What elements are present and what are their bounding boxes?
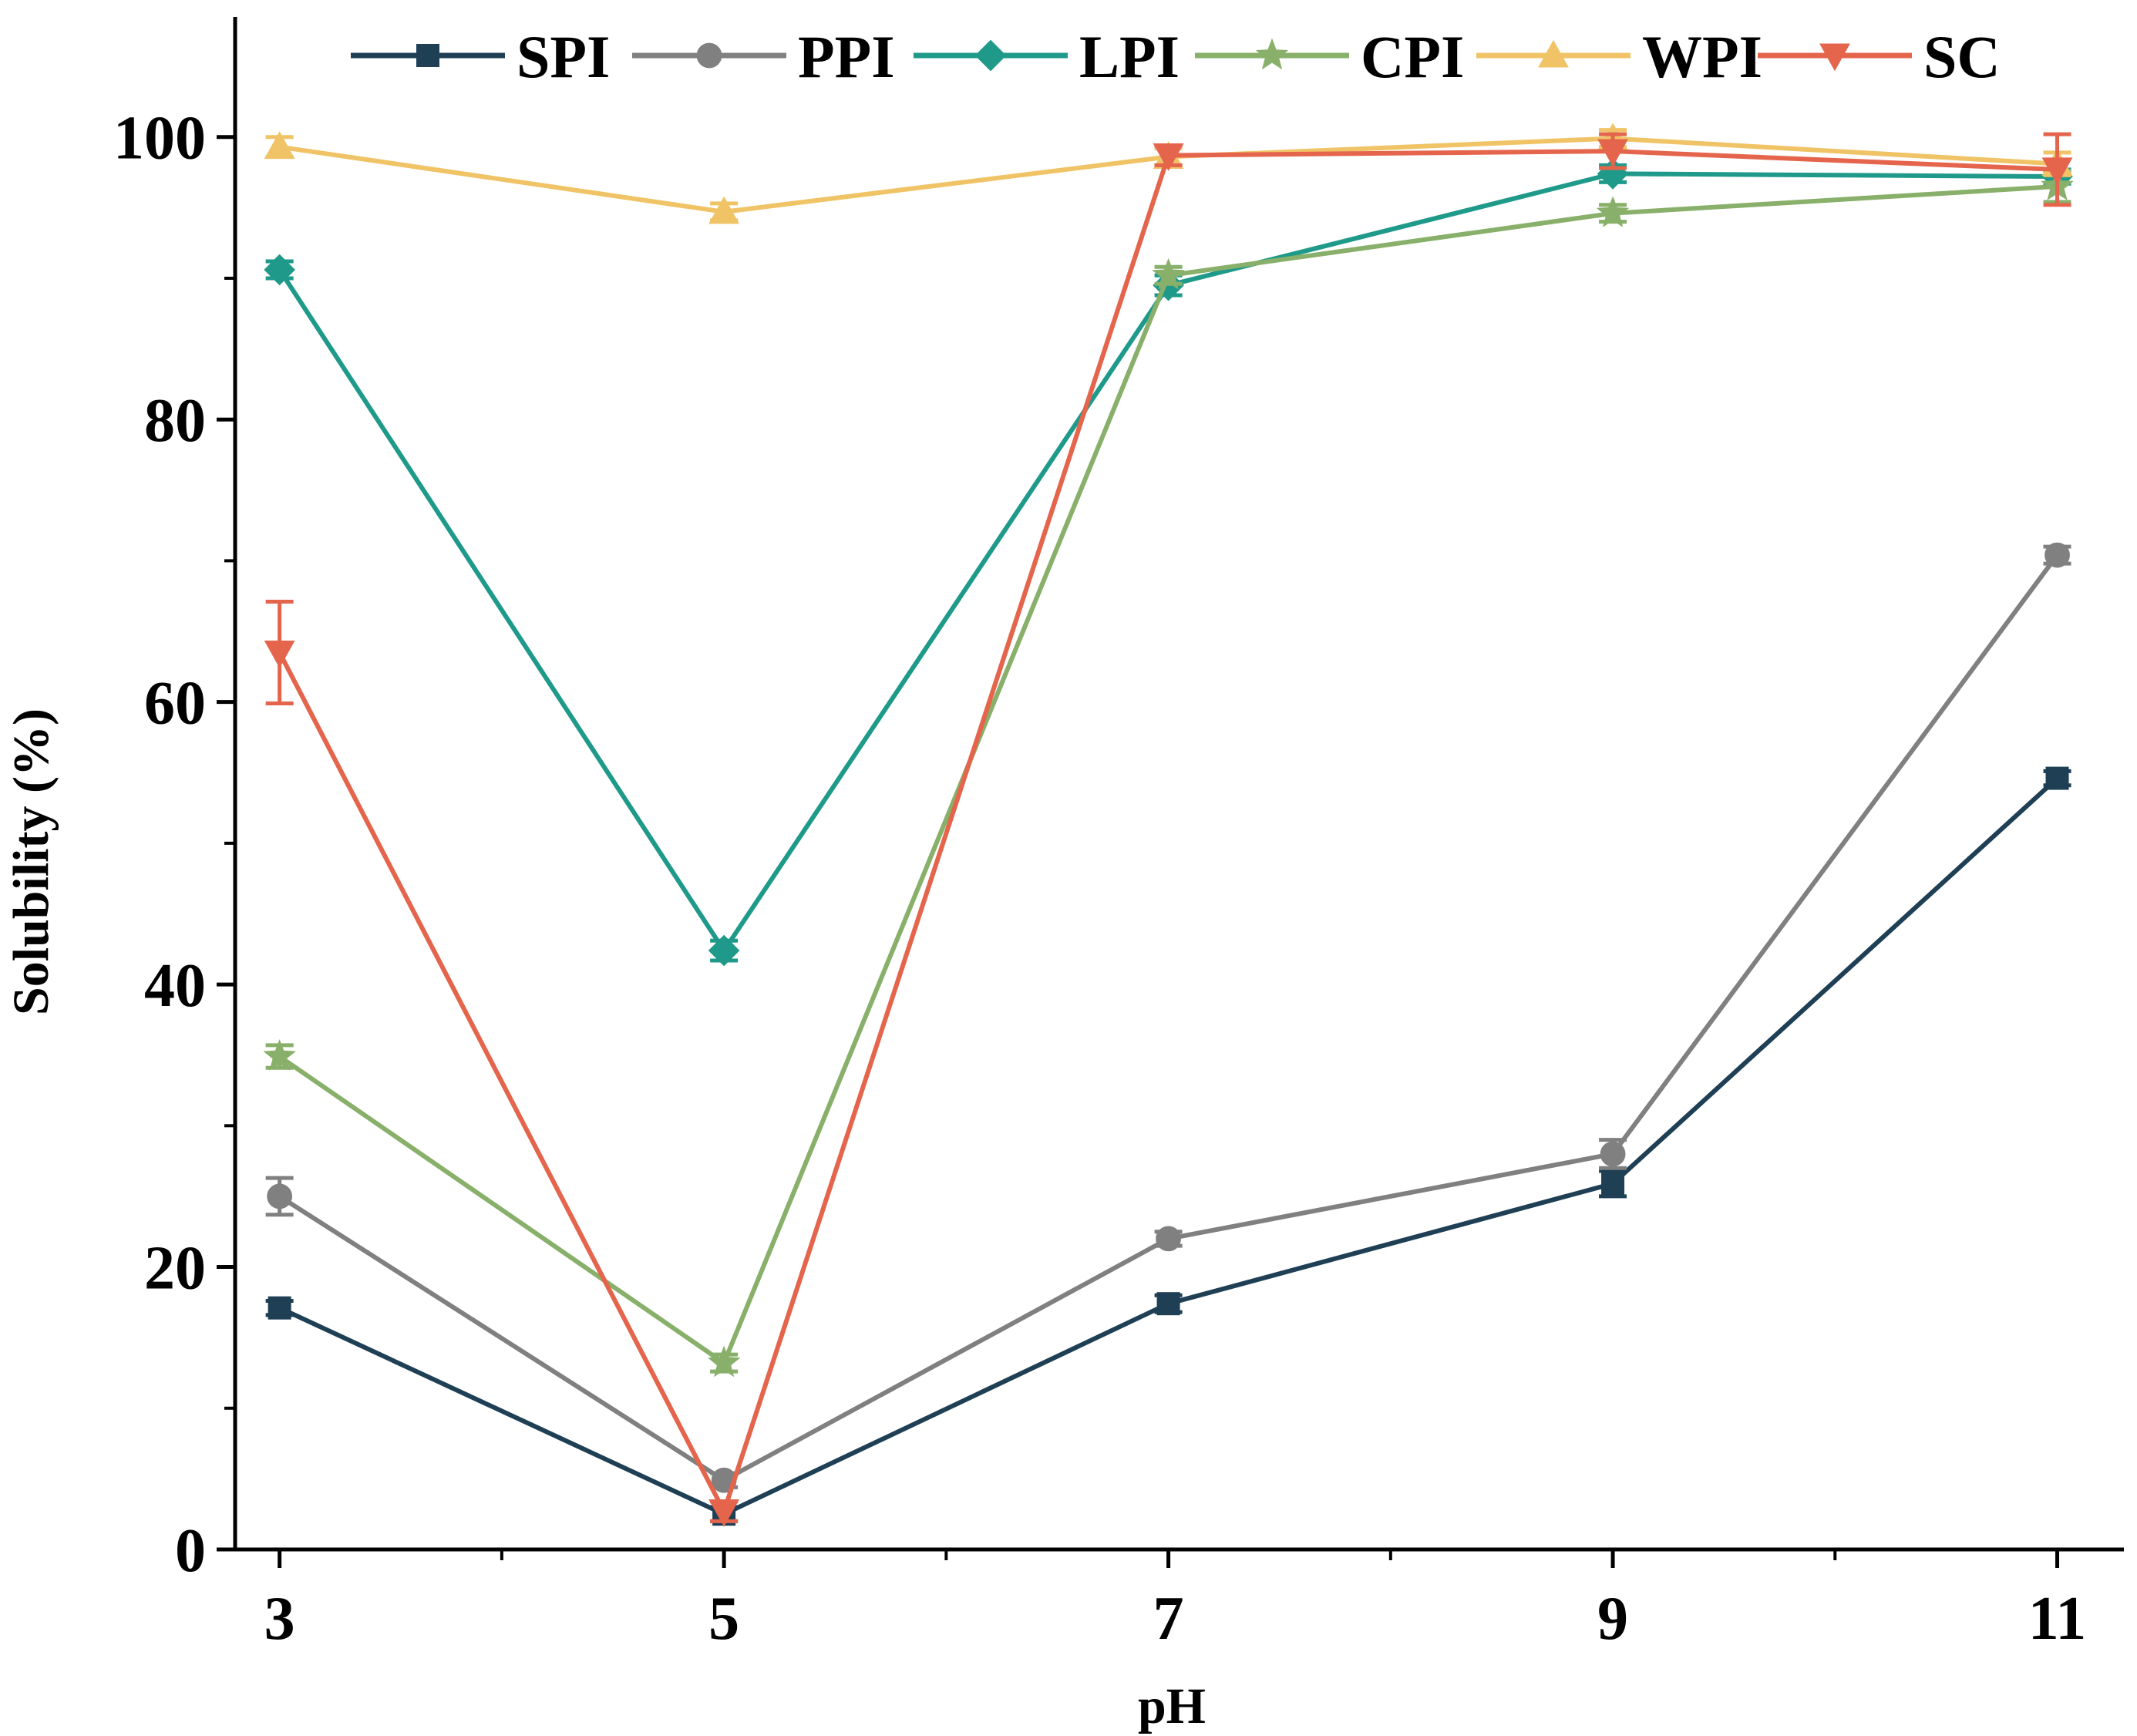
legend-label-sc: SC: [1923, 23, 2001, 90]
data-point-wpi: [264, 131, 295, 160]
data-point-sc: [1597, 139, 1628, 167]
legend: SPI PPI LPI CPI WPI SC: [351, 23, 2001, 90]
data-point-sc: [2041, 157, 2073, 186]
legend-item-cpi: CPI: [1195, 23, 1464, 90]
y-tick-label: 20: [144, 1235, 206, 1303]
legend-label-wpi: WPI: [1642, 23, 1762, 90]
data-point-ppi: [1156, 1226, 1181, 1252]
data-point-cpi: [1152, 257, 1185, 290]
x-tick-label: 7: [1153, 1585, 1184, 1653]
x-tick-label: 5: [708, 1585, 739, 1653]
y-tick-label: 60: [144, 670, 206, 738]
data-point-cpi: [1596, 196, 1630, 227]
data-point-lpi: [708, 934, 740, 967]
x-axis-title: pH: [1138, 1678, 1206, 1734]
legend-item-ppi: PPI: [632, 23, 895, 90]
data-point-lpi: [264, 254, 295, 286]
y-tick-label: 100: [113, 105, 206, 173]
series-line-cpi: [278, 183, 2058, 1366]
x-tick-label: 3: [264, 1585, 295, 1653]
series-sc: [264, 132, 2073, 1527]
legend-marker-lpi: [974, 39, 1007, 72]
data-point-sc: [1153, 143, 1184, 171]
series-layer: [263, 123, 2074, 1527]
y-tick-label: 80: [144, 387, 206, 455]
legend-item-lpi: LPI: [914, 23, 1180, 90]
legend-label-lpi: LPI: [1079, 23, 1180, 90]
data-point-ppi: [2044, 542, 2070, 568]
legend-marker-ppi: [696, 42, 722, 69]
x-tick-label: 11: [2028, 1585, 2087, 1653]
data-point-spi: [1601, 1172, 1625, 1196]
y-tick-label: 40: [144, 952, 206, 1020]
data-point-cpi: [707, 1345, 741, 1378]
data-point-ppi: [1600, 1141, 1626, 1167]
legend-label-spi: SPI: [517, 23, 610, 90]
series-cpi: [263, 169, 2074, 1378]
data-point-wpi: [708, 196, 740, 224]
legend-item-spi: SPI: [351, 23, 610, 90]
legend-label-ppi: PPI: [798, 23, 895, 90]
series-spi: [265, 766, 2071, 1526]
legend-marker-spi: [416, 44, 439, 67]
legend-label-cpi: CPI: [1361, 23, 1464, 90]
y-axis-title: Solubility (%): [3, 708, 59, 1015]
data-point-sc: [264, 640, 295, 668]
data-point-sc: [708, 1499, 740, 1527]
data-point-cpi: [263, 1039, 296, 1071]
data-point-ppi: [267, 1183, 293, 1209]
legend-marker-cpi: [1255, 38, 1289, 70]
y-tick-label: 0: [175, 1517, 206, 1585]
series-ppi: [265, 542, 2071, 1493]
axes: 0 20 40 60 80 100 3 5 7 9 11: [113, 17, 2124, 1653]
data-point-spi: [268, 1296, 291, 1320]
data-point-spi: [2045, 766, 2069, 790]
series-line-spi: [278, 776, 2059, 1517]
data-point-spi: [1156, 1292, 1180, 1316]
series-line-ppi: [278, 553, 2059, 1483]
x-tick-label: 9: [1597, 1585, 1628, 1653]
legend-marker-sc: [1819, 43, 1850, 72]
legend-item-sc: SC: [1758, 23, 2001, 90]
legend-item-wpi: WPI: [1476, 23, 1762, 90]
legend-marker-wpi: [1538, 39, 1569, 68]
